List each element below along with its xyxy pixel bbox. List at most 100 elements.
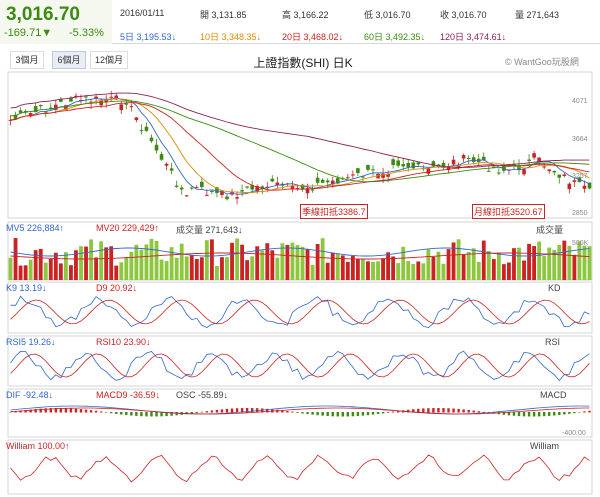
- volume-bar: [557, 244, 562, 280]
- candle-body: [169, 168, 174, 171]
- candle-body: [104, 99, 108, 103]
- candle-body: [542, 166, 546, 168]
- volume-bar: [18, 265, 23, 280]
- osc-bar: [145, 412, 148, 417]
- volume-bar: [189, 255, 194, 280]
- osc-bar: [542, 412, 546, 417]
- volume-bar: [366, 261, 370, 280]
- volume-bar: [426, 249, 431, 280]
- candle-body: [547, 169, 552, 172]
- candle-body: [124, 103, 129, 105]
- volume-bar: [305, 249, 310, 280]
- tab-6-months[interactable]: 6個月: [52, 51, 86, 69]
- kd-panel: [10, 295, 590, 329]
- volume-bar: [371, 261, 375, 280]
- candle-body: [28, 113, 33, 117]
- volume-bar: [99, 241, 104, 280]
- osc-bar: [281, 410, 284, 413]
- candle-body: [411, 162, 416, 169]
- dif-label: DIF -92.48↓: [6, 390, 54, 400]
- osc-bar: [24, 410, 27, 413]
- osc-bar: [14, 411, 17, 413]
- volume-bar: [240, 244, 245, 280]
- osc-bar: [9, 412, 12, 413]
- osc-bar: [225, 408, 229, 413]
- d-label: D9 20.92↓: [96, 283, 138, 293]
- volume-bar: [517, 247, 521, 280]
- candle-body: [245, 186, 249, 188]
- volume-bar: [325, 262, 330, 280]
- volume-bar: [532, 246, 537, 280]
- volume-bar: [451, 242, 456, 280]
- osc-bar: [235, 408, 239, 413]
- volume-bar: [114, 265, 119, 280]
- volume-bar: [446, 249, 451, 280]
- candle-body: [194, 187, 199, 189]
- candle-body: [220, 190, 224, 195]
- volume-panel-name: 成交量: [536, 225, 564, 235]
- osc-bar: [301, 412, 304, 414]
- last-price: 3,016.70: [6, 4, 80, 25]
- ma20-line: [10, 102, 590, 191]
- candle-body: [84, 96, 88, 98]
- volume-bar: [28, 259, 33, 280]
- volume-bar: [401, 246, 406, 280]
- candle-body: [33, 106, 38, 113]
- ma10-line: [10, 98, 590, 194]
- candle-body: [361, 176, 365, 178]
- volume-bar: [507, 262, 511, 280]
- osc-bar: [54, 408, 58, 413]
- volume-bar: [522, 260, 526, 280]
- candle-body: [290, 185, 295, 190]
- candle-body: [184, 195, 189, 197]
- candle-body: [240, 190, 244, 192]
- osc-bar: [346, 412, 350, 417]
- d-line: [10, 299, 590, 325]
- candle-body: [305, 188, 310, 194]
- osc-bar: [326, 412, 329, 417]
- candle-body: [275, 182, 280, 186]
- candle-body: [205, 194, 209, 196]
- osc-bar: [195, 412, 198, 413]
- volume-bar: [441, 263, 446, 280]
- candle-body: [396, 160, 400, 166]
- candle-body: [346, 177, 350, 179]
- volume-bar: [104, 247, 109, 280]
- volume-bar: [43, 262, 48, 280]
- tab-3-months[interactable]: 3個月: [10, 51, 44, 69]
- volume-bar: [396, 263, 401, 280]
- candle-body: [174, 185, 179, 187]
- volume-bar: [33, 250, 38, 280]
- volume-bar: [547, 247, 552, 280]
- volume-bar: [74, 250, 78, 280]
- volume-bar: [38, 248, 43, 280]
- candle-body: [441, 162, 446, 168]
- volume-bar: [280, 243, 285, 280]
- osc-bar: [220, 409, 224, 413]
- ma5: 5日 3,195.53↓: [120, 32, 177, 42]
- candle-body: [371, 169, 375, 171]
- volume-bar: [255, 246, 260, 280]
- volume-bar: [194, 259, 199, 280]
- volume-label: 成交量 271,643↓: [176, 225, 243, 235]
- volume-bar: [204, 240, 209, 280]
- volume-bar: [512, 248, 516, 280]
- volume-bar: [476, 261, 481, 280]
- ma60-line: [10, 100, 590, 183]
- volume-bar: [270, 250, 275, 280]
- volume-bar: [23, 265, 28, 280]
- panel-frame: [7, 388, 593, 438]
- tab-12-months[interactable]: 12個月: [90, 51, 128, 69]
- volume-bar: [84, 246, 88, 280]
- volume-bar: [94, 257, 99, 280]
- quote-header: 3,016.70 -169.71▼ -5.33% 2016/01/11 開 3,…: [0, 0, 600, 44]
- volume-bar: [582, 245, 587, 280]
- osc-bar: [84, 409, 88, 413]
- month-line-annotation: 月線扣抵3520.67: [472, 204, 545, 219]
- candle-body: [18, 110, 23, 113]
- candle-body: [94, 96, 98, 99]
- volume-bar: [159, 259, 164, 280]
- osc-bar: [457, 408, 460, 413]
- osc-bar: [507, 412, 511, 416]
